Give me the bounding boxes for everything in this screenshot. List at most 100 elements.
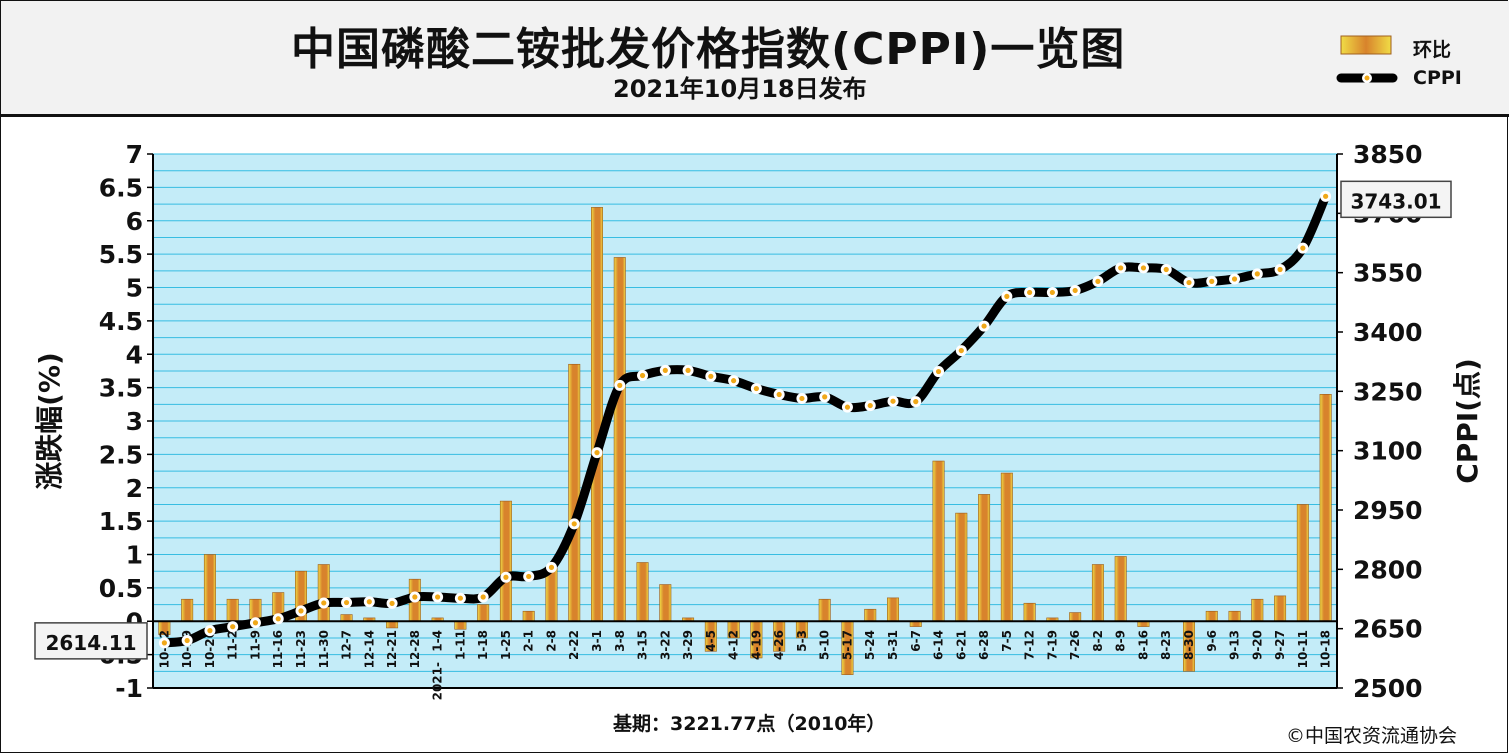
bar <box>386 620 399 629</box>
cppi-point-dot <box>1118 265 1124 271</box>
x-tick-label: 6-7 <box>909 630 923 652</box>
bar <box>181 598 194 622</box>
cppi-point-dot <box>275 616 281 622</box>
right-tick-label: 3100 <box>1353 437 1423 466</box>
left-tick-label: 0.5 <box>99 574 143 603</box>
left-tick-label: 6.5 <box>99 173 143 202</box>
left-tick-label: 1 <box>126 541 143 570</box>
left-axis-title: 涨跌幅(%) <box>33 352 66 490</box>
bar <box>477 604 490 622</box>
cppi-point-dot <box>1004 293 1010 299</box>
bar <box>1114 556 1127 622</box>
left-tick-label: 5 <box>126 274 143 303</box>
x-tick-label: 12-28 <box>408 630 422 668</box>
bar <box>864 608 877 622</box>
left-tick-label: 3 <box>126 407 143 436</box>
callout-start-label: 2614.11 <box>45 631 136 655</box>
cppi-point-dot <box>799 395 805 402</box>
cppi-point-dot <box>913 399 919 405</box>
x-tick-label: 7-12 <box>1023 630 1037 660</box>
bar <box>932 460 945 622</box>
x-tick-label: 4-26 <box>772 630 786 660</box>
x-tick-label: 12-21 <box>385 630 399 668</box>
x-tick-label: 6-21 <box>954 630 968 660</box>
x-tick-label: 5-31 <box>886 630 900 660</box>
x-tick-label: 10-18 <box>1319 630 1333 668</box>
cppi-point-dot <box>753 385 759 392</box>
bar <box>226 598 239 622</box>
cppi-point-dot <box>161 640 167 646</box>
cppi-point-dot <box>1277 266 1283 273</box>
left-tick-label: 2.5 <box>99 440 143 469</box>
cppi-point-dot <box>526 573 532 580</box>
cppi-point-dot <box>1163 266 1169 273</box>
right-tick-label: 3400 <box>1353 318 1423 347</box>
cppi-point-dot <box>617 382 623 388</box>
x-tick-label: 12-14 <box>362 630 376 668</box>
x-tick-label: 8-23 <box>1159 630 1173 660</box>
bar <box>1091 564 1104 622</box>
x-tick-label: 11-2 <box>226 630 240 660</box>
x-tick-label: 1-11 <box>453 630 467 660</box>
x-tick-label: 2-1 <box>522 630 536 652</box>
cppi-point-dot <box>389 600 395 606</box>
x-tick-label: 2-22 <box>567 630 581 660</box>
x-tick-label: 5-17 <box>840 630 854 660</box>
cppi-point-dot <box>1049 289 1055 296</box>
cppi-point-dot <box>1300 245 1306 251</box>
legend-line-marker-dot <box>1364 75 1370 81</box>
legend <box>1336 35 1398 83</box>
cppi-point-dot <box>822 394 828 400</box>
left-tick-label: 6 <box>126 207 143 236</box>
cppi-point-dot <box>548 564 555 570</box>
x-tick-label: 5-10 <box>818 630 832 660</box>
left-tick-label: 3.5 <box>99 374 143 403</box>
cppi-point-dot <box>685 367 691 373</box>
cppi-point-dot <box>1254 271 1260 277</box>
bar <box>340 614 353 622</box>
bar <box>887 597 899 622</box>
cppi-point-dot <box>731 378 737 384</box>
x-tick-label: 4-19 <box>749 630 763 660</box>
cppi-point-dot <box>776 391 782 398</box>
x-tick-label: 7-26 <box>1068 630 1082 660</box>
bar <box>522 610 535 622</box>
year-marker-label: 2021- <box>431 662 445 700</box>
x-tick-label: 12-7 <box>340 630 354 660</box>
x-tick-label: 9-6 <box>1205 630 1219 652</box>
right-tick-label: 2800 <box>1353 555 1423 584</box>
x-tick-label: 10-12 <box>157 630 171 668</box>
left-tick-label: 5.5 <box>99 240 143 269</box>
x-tick-label: 8-2 <box>1091 630 1105 652</box>
chart-subtitle: 2021年10月18日发布 <box>613 75 867 103</box>
right-tick-label: 3250 <box>1353 377 1423 406</box>
cppi-point-dot <box>298 608 304 614</box>
bar <box>1319 393 1332 622</box>
bar <box>978 494 991 622</box>
x-tick-label: 2-8 <box>544 630 558 652</box>
x-tick-label: 3-22 <box>658 630 672 660</box>
cppi-point-dot <box>252 620 259 626</box>
x-tick-label: 9-13 <box>1228 630 1242 660</box>
left-tick-label: 4.5 <box>99 307 143 336</box>
left-tick-label: 2 <box>126 474 143 503</box>
cppi-point-dot <box>708 373 714 379</box>
right-tick-label: 3550 <box>1353 259 1423 288</box>
x-tick-label: 7-19 <box>1045 630 1059 660</box>
bar <box>1228 610 1241 622</box>
left-tick-label: 1.5 <box>99 507 143 536</box>
bar <box>818 598 831 622</box>
x-tick-label: 11-9 <box>248 630 262 660</box>
cppi-point-dot <box>366 599 372 605</box>
callout-start-box <box>34 622 148 660</box>
x-tick-label: 1-4 <box>431 630 445 652</box>
bar <box>317 564 330 622</box>
cppi-point-dot <box>412 594 418 600</box>
legend-line-label: CPPI <box>1413 67 1462 89</box>
cppi-point-dot <box>662 367 668 373</box>
x-tick-label: 11-16 <box>271 630 285 668</box>
x-tick-label: 4-5 <box>704 630 718 652</box>
bar <box>568 363 581 622</box>
